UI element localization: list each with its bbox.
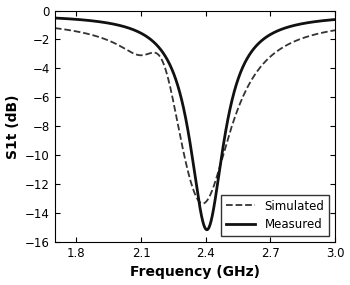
Line: Measured: Measured — [55, 18, 335, 230]
Simulated — [201, 202, 205, 205]
Simulated — [67, 28, 71, 32]
Measured — [325, 19, 329, 22]
Measured — [189, 148, 193, 152]
Measured — [274, 30, 278, 33]
Simulated — [333, 28, 337, 32]
Simulated — [189, 181, 193, 185]
Legend: Simulated, Measured: Simulated, Measured — [221, 195, 329, 236]
Measured — [333, 18, 337, 21]
Measured — [325, 19, 329, 22]
Measured — [53, 16, 57, 20]
Simulated — [274, 50, 278, 54]
Simulated — [325, 30, 329, 33]
Simulated — [182, 151, 186, 155]
X-axis label: Frequency (GHz): Frequency (GHz) — [130, 265, 260, 280]
Line: Simulated: Simulated — [55, 28, 335, 203]
Simulated — [325, 30, 329, 33]
Measured — [182, 107, 186, 111]
Simulated — [53, 27, 57, 30]
Measured — [205, 228, 209, 231]
Measured — [67, 17, 71, 21]
Y-axis label: S1t (dB): S1t (dB) — [6, 94, 20, 158]
